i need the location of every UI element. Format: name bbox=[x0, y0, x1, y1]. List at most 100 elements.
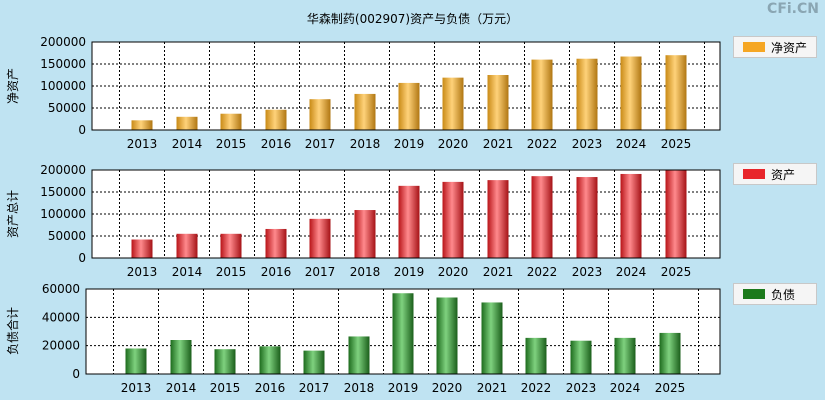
chart-title: 华森制药(002907)资产与负债（万元） bbox=[306, 12, 519, 26]
x-tick-label: 2022 bbox=[527, 265, 558, 279]
bar bbox=[354, 210, 376, 258]
bar bbox=[531, 176, 553, 258]
x-tick-label: 2014 bbox=[166, 381, 197, 395]
plot-border bbox=[91, 169, 721, 259]
x-tick-label: 2021 bbox=[483, 137, 514, 151]
bar bbox=[392, 293, 414, 374]
x-tick-label: 2016 bbox=[261, 265, 292, 279]
bar bbox=[398, 185, 420, 258]
x-tick-label: 2023 bbox=[572, 137, 603, 151]
x-tick-label: 2020 bbox=[438, 137, 469, 151]
y-axis-label: 净资产 bbox=[6, 68, 20, 104]
bar bbox=[214, 349, 236, 374]
y-tick-label: 0 bbox=[72, 367, 80, 381]
x-tick-label: 2019 bbox=[394, 137, 425, 151]
legend-swatch-assets bbox=[743, 169, 765, 179]
legend-liabilities: 负债 bbox=[733, 283, 817, 305]
x-tick-label: 2023 bbox=[572, 265, 603, 279]
bar bbox=[614, 337, 636, 374]
x-tick-label: 2025 bbox=[661, 137, 692, 151]
y-tick-label: 0 bbox=[78, 123, 86, 137]
bar bbox=[442, 181, 464, 258]
x-tick-label: 2019 bbox=[388, 381, 419, 395]
bar bbox=[442, 77, 464, 130]
bar bbox=[265, 109, 287, 130]
y-tick-label: 150000 bbox=[40, 57, 86, 71]
bar bbox=[354, 93, 376, 130]
bar bbox=[525, 337, 547, 374]
x-tick-label: 2013 bbox=[127, 137, 158, 151]
plot-border bbox=[91, 41, 721, 131]
bar bbox=[665, 55, 687, 131]
x-tick-label: 2018 bbox=[344, 381, 375, 395]
x-tick-label: 2020 bbox=[438, 265, 469, 279]
bar bbox=[576, 58, 598, 130]
bar bbox=[170, 340, 192, 374]
x-tick-label: 2018 bbox=[350, 137, 381, 151]
y-tick-label: 150000 bbox=[40, 185, 86, 199]
x-tick-label: 2016 bbox=[261, 137, 292, 151]
y-tick-label: 0 bbox=[78, 251, 86, 265]
x-tick-label: 2015 bbox=[210, 381, 241, 395]
legend-swatch-net-assets bbox=[743, 42, 765, 52]
y-tick-label: 20000 bbox=[42, 339, 80, 353]
bar bbox=[265, 228, 287, 258]
x-tick-label: 2021 bbox=[483, 265, 514, 279]
bar bbox=[303, 350, 325, 374]
x-tick-label: 2020 bbox=[432, 381, 463, 395]
legend-label-net-assets: 净资产 bbox=[771, 40, 808, 55]
x-tick-label: 2025 bbox=[655, 381, 686, 395]
y-axis-label: 资产总计 bbox=[6, 190, 20, 238]
bar bbox=[309, 99, 331, 130]
y-tick-label: 60000 bbox=[42, 282, 80, 296]
bar bbox=[348, 336, 370, 374]
bar bbox=[620, 173, 642, 258]
bar bbox=[131, 239, 153, 258]
legend-net-assets: 净资产 bbox=[733, 36, 817, 58]
bar bbox=[665, 170, 687, 258]
y-tick-label: 50000 bbox=[48, 229, 86, 243]
y-tick-label: 200000 bbox=[40, 35, 86, 49]
plot-border bbox=[85, 288, 721, 375]
y-tick-label: 100000 bbox=[40, 79, 86, 93]
x-tick-label: 2016 bbox=[255, 381, 286, 395]
bar bbox=[481, 302, 503, 374]
x-tick-label: 2022 bbox=[527, 137, 558, 151]
bar bbox=[487, 180, 509, 258]
legend-label-liabilities: 负债 bbox=[771, 287, 796, 302]
legend-label-assets: 资产 bbox=[771, 167, 796, 182]
x-tick-label: 2022 bbox=[521, 381, 552, 395]
x-tick-label: 2014 bbox=[172, 137, 203, 151]
bar bbox=[576, 177, 598, 258]
watermark-logo: CFi.CN bbox=[767, 1, 819, 17]
legend-assets: 资产 bbox=[733, 163, 817, 185]
bar bbox=[659, 332, 681, 374]
x-tick-label: 2024 bbox=[610, 381, 641, 395]
y-axis-label: 负债合计 bbox=[5, 307, 20, 355]
bar bbox=[531, 59, 553, 130]
x-tick-label: 2023 bbox=[566, 381, 597, 395]
bar bbox=[436, 297, 458, 374]
x-tick-label: 2017 bbox=[305, 265, 336, 279]
x-tick-label: 2019 bbox=[394, 265, 425, 279]
bar bbox=[220, 233, 242, 258]
x-tick-label: 2025 bbox=[661, 265, 692, 279]
bar bbox=[125, 348, 147, 374]
y-tick-label: 50000 bbox=[48, 101, 86, 115]
x-tick-label: 2013 bbox=[127, 265, 158, 279]
bar bbox=[220, 113, 242, 130]
x-tick-label: 2017 bbox=[305, 137, 336, 151]
bar bbox=[620, 56, 642, 130]
x-tick-label: 2021 bbox=[477, 381, 508, 395]
x-tick-label: 2015 bbox=[216, 137, 247, 151]
bar bbox=[570, 340, 592, 374]
bar bbox=[259, 346, 281, 374]
y-tick-label: 200000 bbox=[40, 163, 86, 177]
x-tick-label: 2013 bbox=[121, 381, 152, 395]
x-tick-label: 2017 bbox=[299, 381, 330, 395]
bar bbox=[131, 120, 153, 130]
x-tick-label: 2015 bbox=[216, 265, 247, 279]
x-tick-label: 2024 bbox=[616, 265, 647, 279]
x-tick-label: 2024 bbox=[616, 137, 647, 151]
